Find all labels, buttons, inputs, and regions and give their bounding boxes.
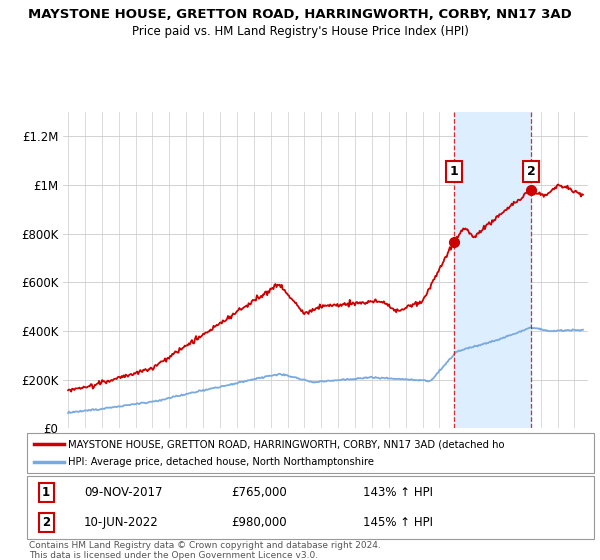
Text: Price paid vs. HM Land Registry's House Price Index (HPI): Price paid vs. HM Land Registry's House … [131,25,469,38]
Text: 145% ↑ HPI: 145% ↑ HPI [363,516,433,529]
Text: MAYSTONE HOUSE, GRETTON ROAD, HARRINGWORTH, CORBY, NN17 3AD: MAYSTONE HOUSE, GRETTON ROAD, HARRINGWOR… [28,8,572,21]
Text: 2: 2 [42,516,50,529]
Bar [454,112,531,428]
Text: 10-JUN-2022: 10-JUN-2022 [84,516,159,529]
Text: 2: 2 [527,165,536,178]
Text: Contains HM Land Registry data © Crown copyright and database right 2024.
This d: Contains HM Land Registry data © Crown c… [29,541,380,560]
Text: HPI: Average price, detached house, North Northamptonshire: HPI: Average price, detached house, Nort… [68,457,374,467]
Text: £765,000: £765,000 [231,486,287,499]
Text: MAYSTONE HOUSE, GRETTON ROAD, HARRINGWORTH, CORBY, NN17 3AD (detached ho: MAYSTONE HOUSE, GRETTON ROAD, HARRINGWOR… [68,439,504,449]
Text: 143% ↑ HPI: 143% ↑ HPI [363,486,433,499]
Text: 1: 1 [42,486,50,499]
Text: 09-NOV-2017: 09-NOV-2017 [84,486,163,499]
Text: £980,000: £980,000 [231,516,287,529]
Text: 1: 1 [449,165,458,178]
